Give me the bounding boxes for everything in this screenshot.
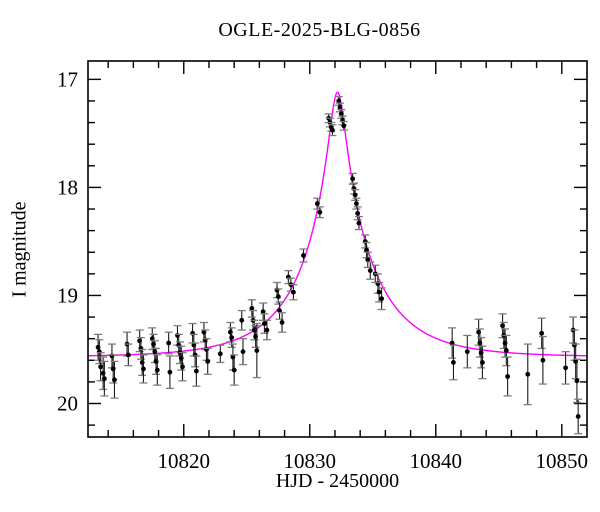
data-point xyxy=(229,335,235,340)
data-point xyxy=(449,340,455,346)
data-point xyxy=(317,209,323,215)
data-point xyxy=(314,201,320,207)
data-point xyxy=(254,348,260,353)
data-point xyxy=(125,352,131,358)
x-tick-label: 10840 xyxy=(410,449,463,473)
data-point xyxy=(540,357,546,363)
data-point xyxy=(354,201,359,207)
data-point xyxy=(301,253,306,258)
y-tick-label: 19 xyxy=(57,283,78,307)
data-point xyxy=(205,358,211,364)
data-point xyxy=(464,349,470,355)
plot-title: OGLE-2025-BLG-0856 xyxy=(218,19,421,41)
data-point xyxy=(98,364,104,370)
data-point xyxy=(262,321,267,326)
x-tick-label: 10830 xyxy=(284,449,337,473)
data-point xyxy=(260,309,266,315)
data-point xyxy=(290,289,296,295)
data-point xyxy=(503,348,509,353)
data-point xyxy=(217,351,223,357)
data-point xyxy=(249,306,255,311)
data-point xyxy=(264,327,270,333)
data-point xyxy=(167,369,173,375)
data-point xyxy=(341,123,347,129)
data-point xyxy=(112,377,117,383)
data-point xyxy=(154,367,160,373)
data-point xyxy=(451,360,456,365)
data-point xyxy=(355,210,361,216)
data-point xyxy=(277,308,282,313)
plot-frame xyxy=(87,60,588,438)
data-point xyxy=(337,105,343,110)
x-tick-label: 10850 xyxy=(536,449,589,473)
data-point xyxy=(376,289,382,295)
y-tick-label: 17 xyxy=(57,67,78,91)
y-tick-label: 20 xyxy=(57,392,78,416)
data-point xyxy=(240,349,246,355)
data-point xyxy=(352,192,358,198)
data-point xyxy=(480,360,485,365)
data-point xyxy=(180,364,185,370)
data-point xyxy=(101,376,107,382)
x-axis-label: HJD - 2450000 xyxy=(275,470,400,492)
data-point xyxy=(505,374,511,379)
data-point xyxy=(575,414,581,419)
data-point xyxy=(279,320,285,325)
x-tick-label: 10820 xyxy=(158,449,211,473)
data-point xyxy=(166,340,172,346)
data-point xyxy=(525,371,531,377)
data-point xyxy=(275,294,281,299)
y-tick-label: 18 xyxy=(57,175,78,199)
data-point xyxy=(239,317,245,323)
data-point xyxy=(330,127,335,133)
data-point xyxy=(350,176,356,182)
data-point xyxy=(338,111,344,117)
data-point xyxy=(539,330,545,336)
data-point xyxy=(563,365,568,371)
data-point xyxy=(365,257,371,263)
data-point xyxy=(141,366,146,372)
data-point xyxy=(193,368,199,374)
data-point xyxy=(574,378,580,384)
model-curve xyxy=(87,91,588,357)
data-point xyxy=(364,247,369,253)
data-point xyxy=(367,268,373,274)
data-point xyxy=(379,296,385,302)
data-point xyxy=(231,367,237,373)
data-point xyxy=(336,98,342,104)
data-point xyxy=(356,220,362,226)
